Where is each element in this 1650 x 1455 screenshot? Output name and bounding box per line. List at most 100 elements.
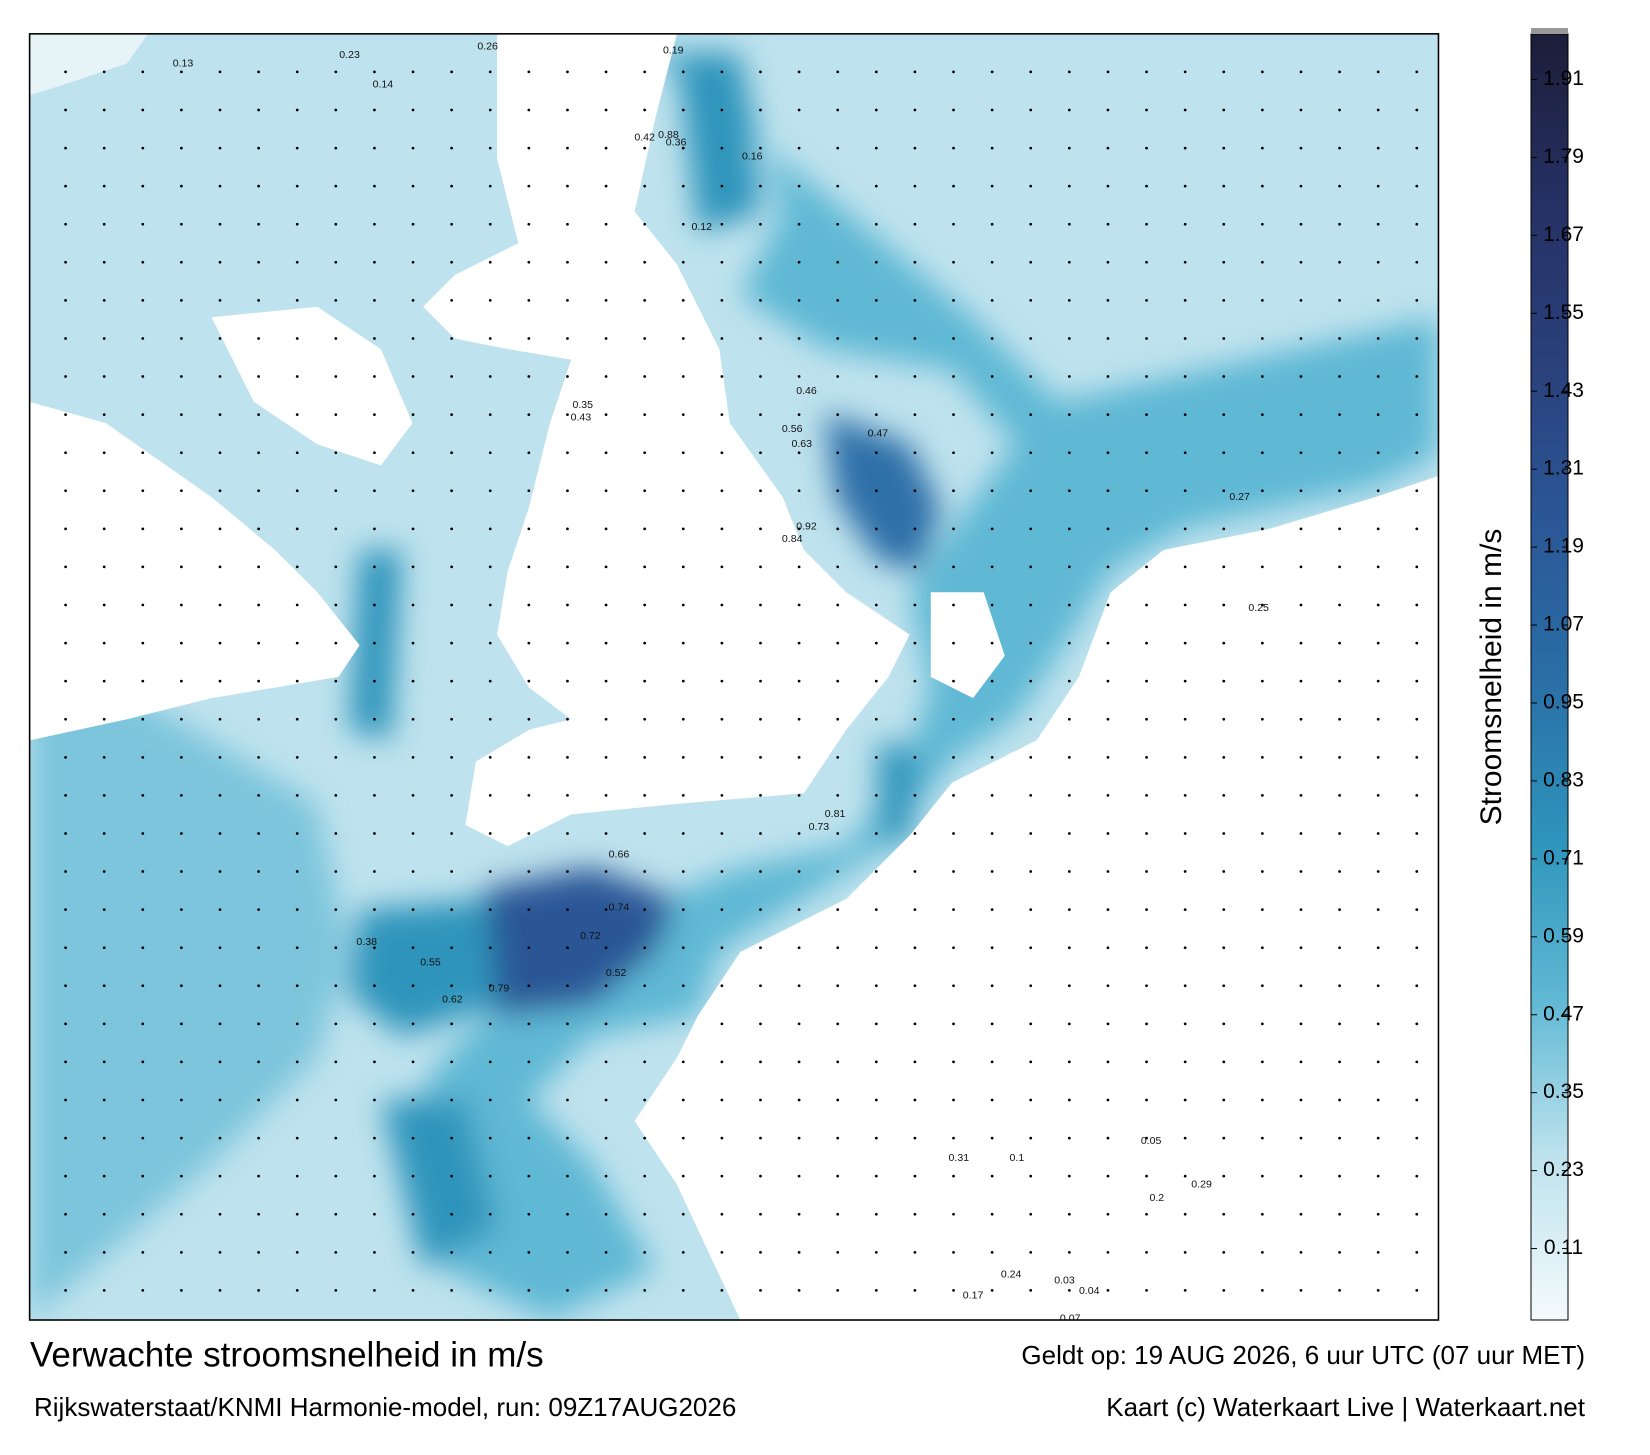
vector-dot: [64, 717, 67, 721]
vector-dot: [527, 984, 531, 988]
vector-dot: [450, 1174, 454, 1178]
vector-dot: [141, 1098, 145, 1102]
vector-dot: [1029, 603, 1033, 607]
vector-dot: [1299, 603, 1303, 607]
vector-dot: [102, 946, 106, 950]
vector-dot: [1222, 260, 1226, 264]
vector-dot: [295, 794, 299, 797]
vector-dot: [913, 832, 917, 835]
vector-dot: [64, 413, 67, 416]
vector-dot: [102, 1174, 106, 1178]
vector-dot: [257, 832, 260, 835]
vector-dot: [1029, 1174, 1033, 1178]
vector-dot: [720, 337, 724, 340]
vector-dot: [102, 565, 106, 569]
vector-dot: [952, 1289, 955, 1292]
vector-dot: [1299, 222, 1303, 226]
vector-dot: [797, 108, 801, 112]
vector-dot: [411, 679, 415, 683]
vector-dot: [720, 984, 724, 988]
vector-dot: [1222, 1136, 1226, 1140]
vector-dot: [257, 1022, 260, 1026]
vector-dot: [64, 1250, 67, 1254]
vector-dot: [218, 755, 222, 759]
colorbar-tick-label: 1.91: [1543, 67, 1584, 90]
vector-dot: [1067, 375, 1071, 378]
vector-dot: [1029, 908, 1033, 911]
vector-dot: [604, 908, 608, 911]
vector-dot: [1299, 908, 1303, 911]
vector-dot: [1299, 1250, 1303, 1254]
vector-dot: [1260, 222, 1264, 226]
vector-dot: [450, 527, 454, 531]
vector-dot: [1415, 832, 1419, 835]
vector-dot: [566, 299, 569, 302]
vector-dot: [1299, 260, 1303, 264]
vector-dot: [759, 908, 762, 911]
vector-dot: [1183, 1250, 1187, 1254]
vector-dot: [643, 451, 647, 455]
vector-dot: [990, 565, 994, 569]
vector-dot: [913, 717, 917, 721]
speed-label: 0.62: [442, 993, 463, 1005]
colorbar-tick-label: 0.23: [1543, 1158, 1584, 1181]
vector-dot: [1145, 1136, 1148, 1140]
vector-dot: [604, 794, 608, 797]
vector-dot: [681, 375, 685, 378]
vector-dot: [373, 755, 376, 759]
vector-dot: [1299, 184, 1303, 188]
vector-dot: [488, 1136, 492, 1140]
vector-dot: [566, 184, 569, 188]
vector-dot: [643, 1060, 647, 1064]
vector-dot: [180, 413, 183, 416]
vector-dot: [566, 146, 569, 150]
vector-dot: [257, 1289, 260, 1292]
vector-dot: [1338, 1136, 1341, 1140]
vector-dot: [836, 489, 840, 493]
vector-dot: [488, 794, 492, 797]
vector-dot: [141, 146, 145, 150]
vector-dot: [720, 527, 724, 531]
vector-dot: [1260, 1060, 1264, 1064]
vector-dot: [180, 375, 183, 378]
vector-dot: [1338, 946, 1341, 950]
vector-dot: [1299, 832, 1303, 835]
vector-dot: [913, 565, 917, 569]
vector-dot: [1067, 1250, 1071, 1254]
vector-dot: [681, 794, 685, 797]
vector-dot: [1183, 1060, 1187, 1064]
vector-dot: [488, 108, 492, 112]
vector-dot: [64, 1174, 67, 1178]
vector-dot: [180, 603, 183, 607]
vector-dot: [566, 717, 569, 721]
vector-dot: [488, 337, 492, 340]
vector-dot: [334, 222, 338, 226]
vector-dot: [836, 1022, 840, 1026]
vector-dot: [1029, 984, 1033, 988]
vector-dot: [373, 1212, 376, 1216]
vector-dot: [373, 527, 376, 531]
vector-dot: [334, 184, 338, 188]
vector-dot: [1338, 527, 1341, 531]
vector-dot: [64, 108, 67, 112]
vector-dot: [102, 908, 106, 911]
vector-dot: [334, 70, 338, 74]
vector-dot: [643, 222, 647, 226]
vector-dot: [1183, 108, 1187, 112]
vector-dot: [1067, 794, 1071, 797]
vector-dot: [604, 832, 608, 835]
vector-dot: [64, 565, 67, 569]
vector-dot: [1222, 375, 1226, 378]
vector-dot: [836, 1136, 840, 1140]
current: [380, 1100, 498, 1270]
vector-dot: [1338, 1174, 1341, 1178]
vector-dot: [759, 337, 762, 340]
vector-dot: [295, 451, 299, 455]
vector-dot: [1222, 679, 1226, 683]
vector-dot: [643, 260, 647, 264]
vector-dot: [990, 337, 994, 340]
vector-dot: [759, 755, 762, 759]
vector-dot: [64, 489, 67, 493]
vector-dot: [990, 717, 994, 721]
vector-dot: [373, 489, 376, 493]
